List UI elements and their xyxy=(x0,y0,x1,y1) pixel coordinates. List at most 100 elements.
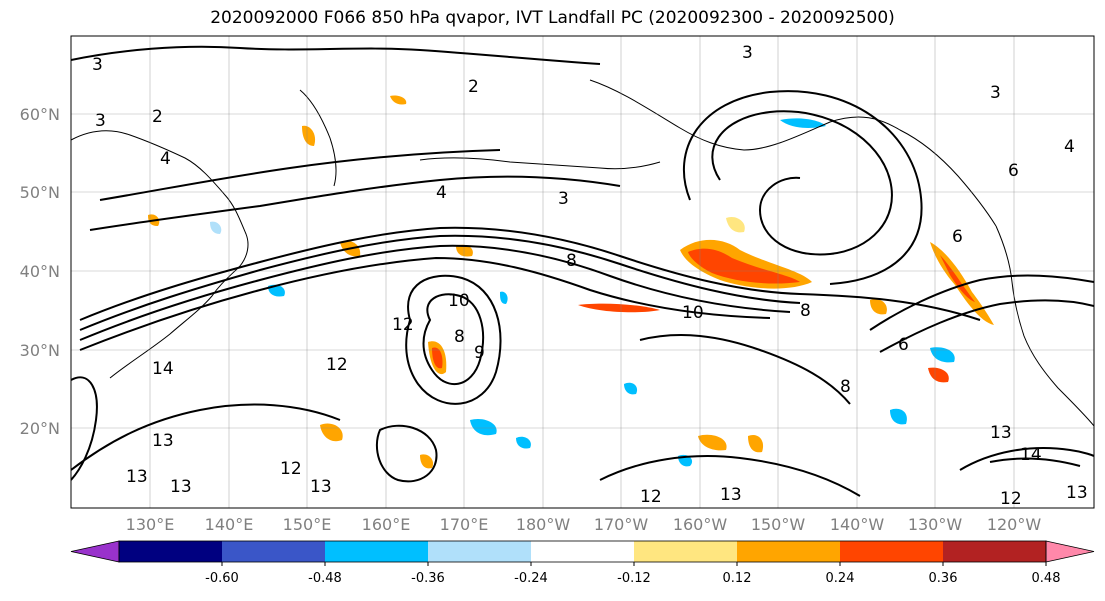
lon-labels: 130°E 140°E 150°E 160°E 170°E 180°W 170°… xyxy=(126,515,1042,534)
contour-label: 8 xyxy=(840,377,851,397)
contour-line xyxy=(711,110,893,256)
contour-label: 3 xyxy=(990,83,1001,103)
colorbar-cell xyxy=(119,541,223,562)
shading-positive xyxy=(748,434,764,453)
contour-label: 12 xyxy=(1000,489,1022,509)
lon-label: 130°W xyxy=(908,515,963,534)
contour-line xyxy=(79,226,981,321)
lon-label: 120°W xyxy=(987,515,1042,534)
colorbar-extend-min xyxy=(70,540,120,563)
coastline-asia xyxy=(71,130,249,379)
colorbar-frame xyxy=(118,540,1047,563)
coastline-alaska xyxy=(589,79,997,227)
contour-label: 3 xyxy=(95,111,106,131)
colorbar-cell xyxy=(428,541,532,562)
contour-label: 12 xyxy=(326,355,348,375)
shading-positive xyxy=(456,244,473,257)
contour-label: 3 xyxy=(92,55,103,75)
colorbar-tick-label: -0.12 xyxy=(617,571,651,586)
contour-label: 4 xyxy=(1064,137,1075,157)
contours xyxy=(71,45,1094,497)
shading-negative xyxy=(470,418,497,436)
contour-label: 2 xyxy=(468,77,479,97)
contour-label: 4 xyxy=(436,183,447,203)
contour-line xyxy=(79,244,791,341)
lon-label: 160°W xyxy=(673,515,728,534)
shading-positive xyxy=(726,216,745,233)
contour-line xyxy=(375,424,438,483)
lat-label: 40°N xyxy=(20,262,60,281)
colorbar-cell xyxy=(634,541,738,562)
contour-label: 10 xyxy=(448,291,470,311)
colorbar-ticks: -0.60 -0.48 -0.36 -0.24 -0.12 0.12 0.24 0.36 0.4… xyxy=(205,562,1061,586)
contour-label: 12 xyxy=(392,315,414,335)
colorbar-cell xyxy=(325,541,429,562)
contour-line xyxy=(79,256,771,351)
colorbar-tick-label: 0.48 xyxy=(1032,571,1061,586)
shading-negative xyxy=(780,118,826,128)
colorbar-cell xyxy=(531,541,635,562)
shading-negative xyxy=(516,436,531,449)
contour-label: 8 xyxy=(566,251,577,271)
contour-label: 3 xyxy=(558,189,569,209)
shading-negative xyxy=(210,221,222,234)
lon-label: 150°W xyxy=(751,515,806,534)
colorbar-cell xyxy=(943,541,1047,562)
contour-label: 10 xyxy=(682,303,704,323)
contour-line xyxy=(869,274,1094,331)
contour-label: 2 xyxy=(152,107,163,127)
contour-line xyxy=(99,149,501,201)
contour-line xyxy=(422,293,484,386)
contour-label: 13 xyxy=(990,423,1012,443)
colorbar-tick-label: -0.60 xyxy=(205,571,239,586)
coastline-kamchatka xyxy=(299,89,337,187)
contour-label: 13 xyxy=(152,431,174,451)
colorbar-tick-label: 0.36 xyxy=(929,571,958,586)
contour-label: 8 xyxy=(800,301,811,321)
contour-line xyxy=(959,447,1094,471)
contour-label: 13 xyxy=(1066,483,1088,503)
contour-label: 13 xyxy=(170,477,192,497)
colorbar-tick-label: 0.24 xyxy=(826,571,855,586)
coastline-northamerica xyxy=(995,225,1094,427)
lat-label: 50°N xyxy=(20,183,60,202)
contour-line xyxy=(89,175,621,231)
contour-line xyxy=(71,403,341,471)
shading-positive xyxy=(432,347,443,369)
colorbar-cells xyxy=(70,540,1095,563)
lat-label: 60°N xyxy=(20,105,60,124)
contour-line xyxy=(879,299,1094,353)
map-title: 2020092000 F066 850 hPa qvapor, IVT Land… xyxy=(210,8,895,28)
coastline-aleutians xyxy=(419,157,661,170)
contour-label: 8 xyxy=(454,327,465,347)
lon-label: 140°E xyxy=(205,515,254,534)
shading-positive xyxy=(698,434,727,451)
contour-label: 9 xyxy=(474,343,485,363)
lon-label: 140°W xyxy=(830,515,885,534)
shading-positive xyxy=(870,298,887,315)
shading-positive xyxy=(302,125,316,146)
colorbar-cell xyxy=(737,541,841,562)
colorbar-cell xyxy=(222,541,326,562)
contour-label: 12 xyxy=(280,459,302,479)
contour-label: 14 xyxy=(152,359,174,379)
contour-line xyxy=(405,274,502,405)
lon-label: 150°E xyxy=(283,515,332,534)
colorbar-tick-label: -0.36 xyxy=(411,571,445,586)
contour-line xyxy=(71,45,601,65)
colorbar-tick-label: -0.48 xyxy=(308,571,342,586)
contour-label: 6 xyxy=(952,227,963,247)
colorbar-tick-label: 0.12 xyxy=(723,571,752,586)
lat-labels: 60°N 50°N 40°N 30°N 20°N xyxy=(20,105,60,438)
lon-label: 160°E xyxy=(362,515,411,534)
lat-label: 20°N xyxy=(20,419,60,438)
coastlines xyxy=(71,79,1094,427)
contour-line xyxy=(79,234,801,331)
contour-label: 13 xyxy=(720,485,742,505)
contour-label: 12 xyxy=(640,487,662,507)
colorbar-extend-max xyxy=(1045,540,1095,563)
map-content: 3 2 3 4 4 3 2 3 3 4 6 6 8 12 10 9 8 10 1… xyxy=(71,36,1094,509)
contour-label: 6 xyxy=(1008,161,1019,181)
contour-line xyxy=(639,334,851,405)
